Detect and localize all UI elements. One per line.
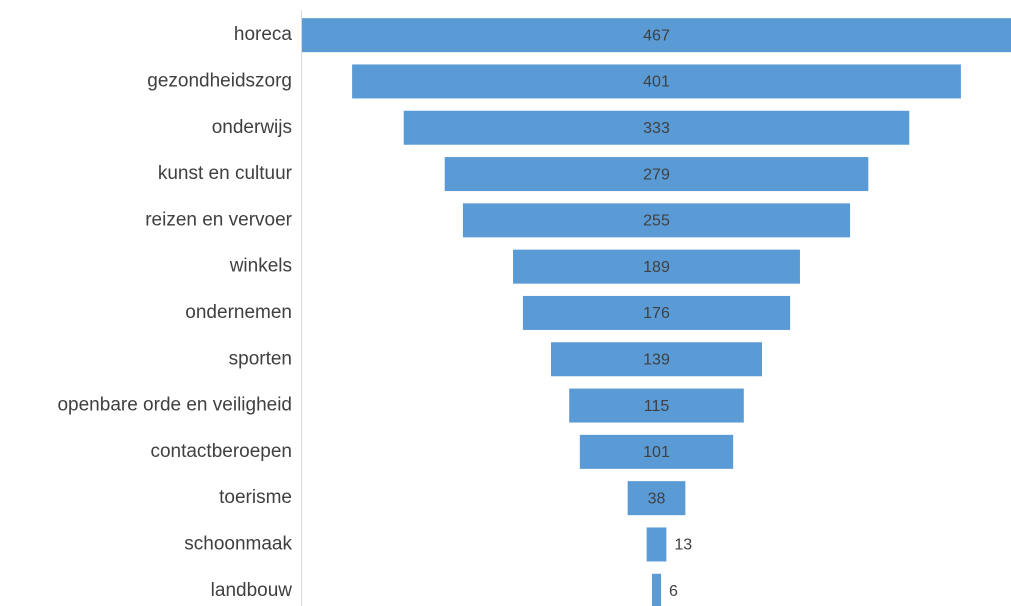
category-label: kunst en cultuur [158,163,293,184]
bar [569,388,744,423]
value-label: 401 [643,74,670,91]
category-label: schoonmaak [184,533,292,554]
category-label: toerisme [219,487,292,508]
bar [522,295,791,330]
category-label: landbouw [211,580,293,601]
category-label: openbare orde en veiligheid [57,395,292,416]
category-label: winkels [229,256,292,277]
bar [646,527,667,562]
bar [302,18,1011,53]
value-label: 189 [643,259,670,276]
bar [462,203,851,238]
value-label: 115 [644,398,670,415]
value-label: 38 [648,490,666,507]
value-label: 139 [643,351,670,368]
bar [444,157,869,192]
bar [403,110,910,145]
category-label: ondernemen [185,302,292,323]
value-label: 255 [643,213,670,230]
value-label: 279 [643,166,670,183]
category-label: gezondheidszorg [147,70,292,91]
value-label: 333 [643,120,670,137]
category-label: contactberoepen [150,441,292,462]
category-label: horeca [234,24,293,45]
value-label: 6 [669,583,678,600]
bar [651,573,662,606]
value-label: 13 [674,537,692,554]
category-label: reizen en vervoer [145,209,292,230]
category-label: onderwijs [212,117,292,138]
value-label: 176 [643,305,670,322]
category-label: sporten [229,348,292,369]
value-label: 467 [643,27,670,44]
bar [513,249,800,284]
bar [550,342,763,377]
value-label: 101 [643,444,670,461]
bar [579,434,734,469]
bar [627,481,686,516]
bar [352,64,961,99]
